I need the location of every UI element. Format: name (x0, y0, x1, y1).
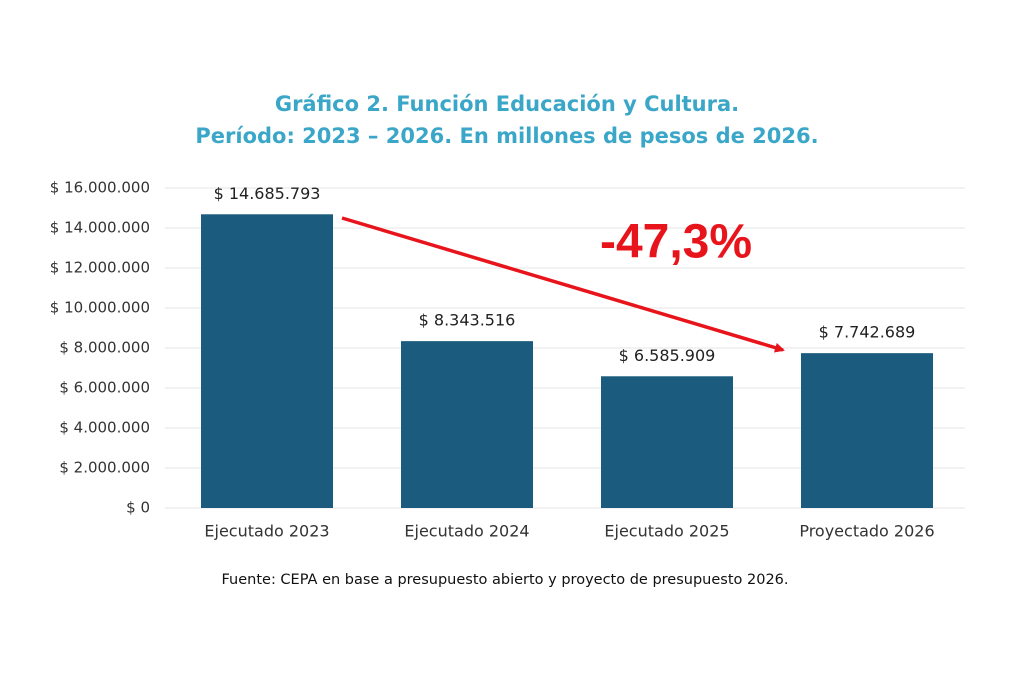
y-tick-label: $ 4.000.000 (59, 419, 150, 437)
x-tick-label: Ejecutado 2024 (404, 522, 529, 541)
value-label: $ 7.742.689 (819, 323, 916, 342)
plot-area: $ 0 $ 2.000.000 $ 4.000.000 $ 6.000.000 $ 8.… (50, 179, 965, 541)
y-tick-label: $ 14.000.000 (50, 219, 150, 237)
value-label: $ 14.685.793 (214, 184, 321, 203)
annotation: -47,3% (600, 216, 752, 269)
x-tick-label: Ejecutado 2023 (204, 522, 329, 541)
y-tick-label: $ 0 (126, 499, 150, 517)
y-tick-label: $ 12.000.000 (50, 259, 150, 277)
bar (801, 353, 933, 508)
value-label: $ 8.343.516 (419, 311, 516, 330)
y-tick-label: $ 2.000.000 (59, 459, 150, 477)
x-tick-label: Proyectado 2026 (799, 522, 934, 541)
bar (401, 341, 533, 508)
bar (601, 376, 733, 508)
chart-title: Gráfico 2. Función Educación y Cultura. (275, 92, 739, 116)
bar (201, 214, 333, 509)
y-tick-label: $ 16.000.000 (50, 179, 150, 197)
trend-arrow (341, 216, 785, 353)
y-tick-label: $ 6.000.000 (59, 379, 150, 397)
y-tick-label: $ 8.000.000 (59, 339, 150, 357)
y-tick-label: $ 10.000.000 (50, 299, 150, 317)
source-note: Fuente: CEPA en base a presupuesto abier… (221, 572, 788, 588)
chart-subtitle: Período: 2023 – 2026. En millones de pes… (195, 124, 818, 148)
value-label: $ 6.585.909 (619, 346, 716, 365)
x-tick-label: Ejecutado 2025 (604, 522, 729, 541)
